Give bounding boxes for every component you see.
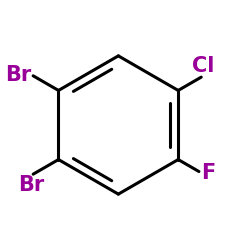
Text: Br: Br bbox=[18, 175, 44, 195]
Text: Br: Br bbox=[5, 65, 31, 85]
Text: Cl: Cl bbox=[192, 56, 214, 76]
Text: F: F bbox=[201, 162, 215, 182]
